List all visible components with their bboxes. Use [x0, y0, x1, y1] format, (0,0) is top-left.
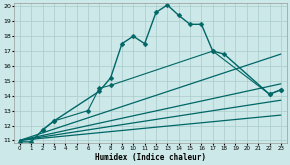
X-axis label: Humidex (Indice chaleur): Humidex (Indice chaleur)	[95, 152, 206, 162]
